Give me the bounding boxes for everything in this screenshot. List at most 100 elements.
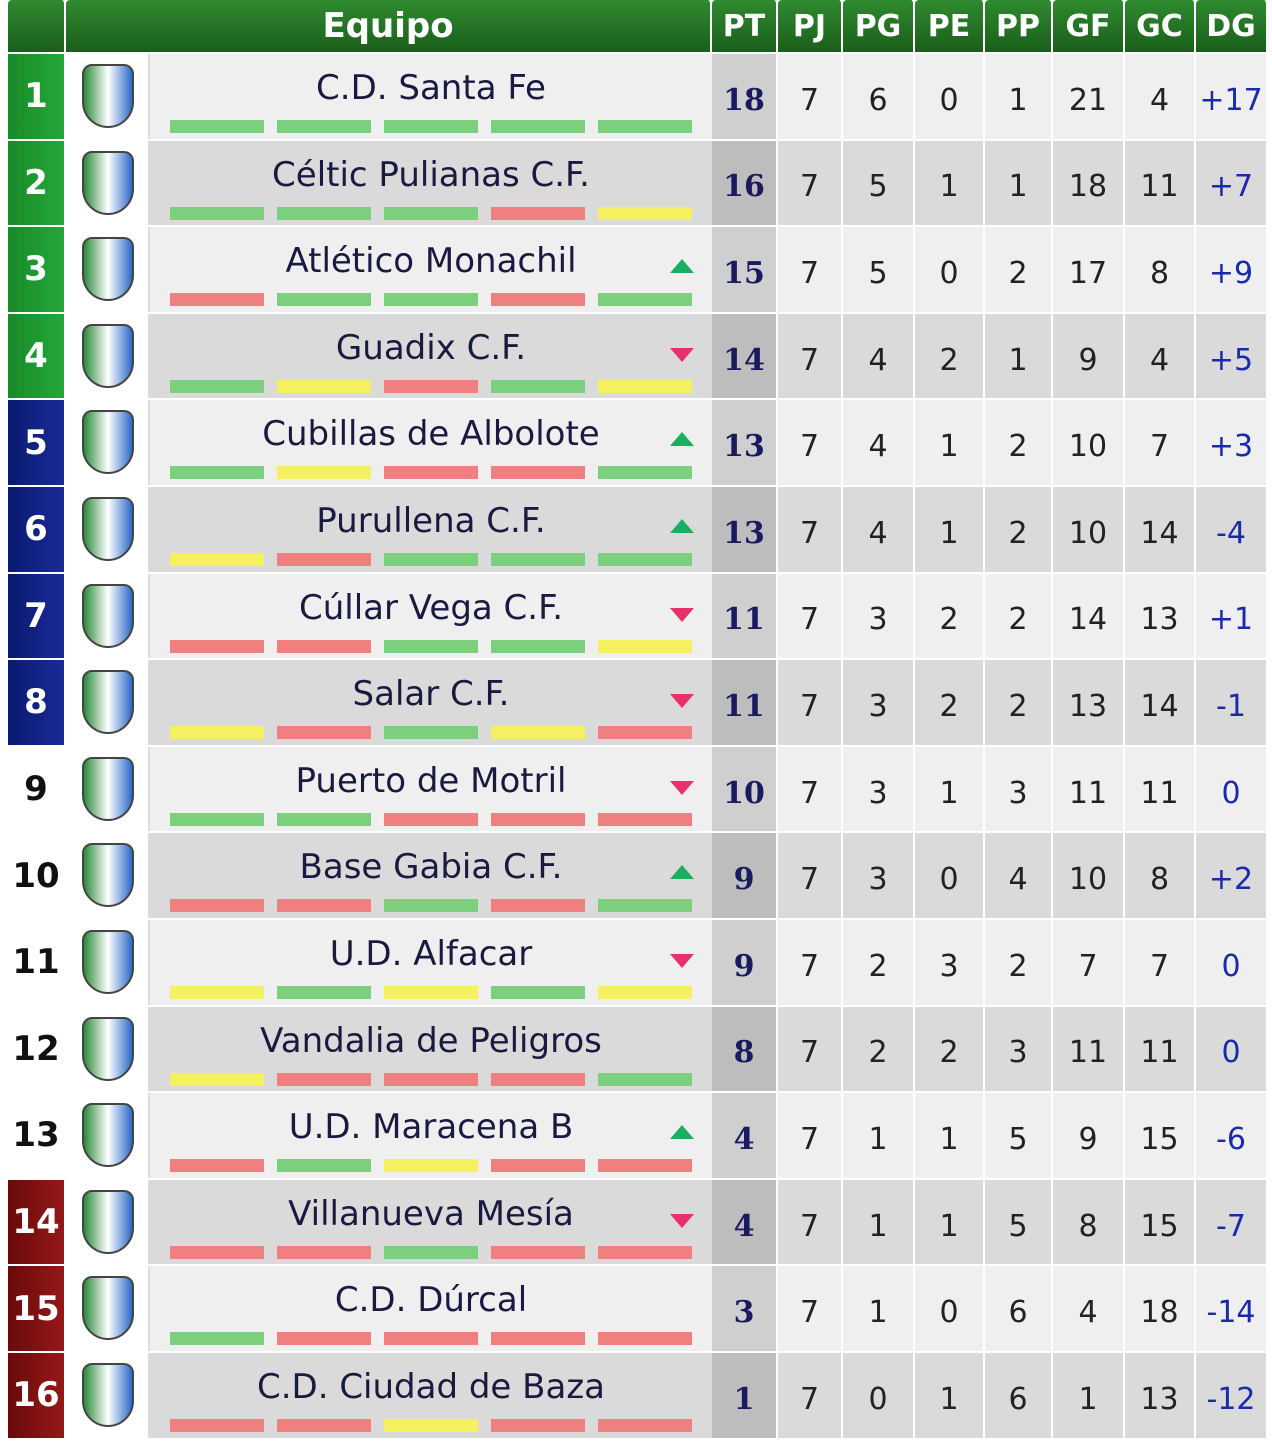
trend-arrow [670,1125,694,1140]
team-logo-cell [66,54,150,139]
trend-arrow [670,780,694,795]
position: 6 [8,487,66,572]
stat-gc: 14 [1125,660,1196,745]
team-logo-cell [66,400,150,485]
stat-pt: 4 [712,1093,778,1178]
position: 1 [8,54,66,139]
table-row: 11 U.D. Alfacar 9 7 2 3 2 7 7 0 [8,920,1268,1007]
form-bar [277,899,371,913]
stat-dg: -7 [1196,1179,1268,1265]
stat-pp: 3 [985,746,1053,832]
trend-arrow [670,1213,694,1228]
stat-pe: 0 [915,833,985,918]
team-logo [82,64,134,128]
form-bar [598,206,692,220]
form-bar [384,1159,478,1173]
stat-pg: 3 [843,833,915,918]
stat-gf: 10 [1053,400,1125,485]
stat-pe: 1 [915,746,985,832]
form-bar [598,726,692,740]
team-logo-cell [66,746,150,832]
position: 5 [8,400,66,485]
team-name: Villanueva Mesía [288,1193,574,1234]
stat-pe: 1 [915,400,985,485]
team-name: Atlético Monachil [285,241,577,282]
stat-gc: 7 [1125,400,1196,485]
position: 3 [8,227,66,312]
stat-pj: 7 [778,1179,843,1265]
form-bar [598,1332,692,1346]
stat-pe: 0 [915,1266,985,1351]
stat-pp: 2 [985,487,1053,572]
trend-arrow [670,347,694,362]
stat-gc: 13 [1125,573,1196,659]
form-bar [170,812,264,826]
form-bar [491,899,585,913]
position: 14 [8,1179,66,1265]
form-bar [384,206,478,220]
stat-dg: -14 [1196,1266,1268,1351]
form-bar [598,379,692,393]
stat-pe: 1 [915,140,985,226]
stat-gc: 11 [1125,1006,1196,1092]
team-logo-cell [66,1353,150,1438]
stat-pt: 18 [712,54,778,139]
table-row: 4 Guadix C.F. 14 7 4 2 1 9 4 +5 [8,313,1268,401]
team-logo [82,237,134,302]
stat-pe: 3 [915,920,985,1005]
stat-pg: 6 [843,54,915,139]
stat-gc: 4 [1125,54,1196,139]
form-bar [598,899,692,913]
form-bar [170,1072,264,1086]
team-logo [82,1103,134,1168]
form-bar [170,466,264,480]
stat-pe: 1 [915,1353,985,1438]
stat-pp: 2 [985,400,1053,485]
team-logo [82,670,134,735]
stat-gf: 11 [1053,746,1125,832]
table-row: 16 C.D. Ciudad de Baza 1 7 0 1 6 1 13 -12 [8,1353,1268,1440]
header-cell: PP [985,0,1053,52]
position: 16 [8,1353,66,1438]
stat-pp: 1 [985,54,1053,139]
form-bar [598,466,692,480]
trend-arrow [670,954,694,968]
stat-gf: 4 [1053,1266,1125,1351]
stat-gc: 15 [1125,1093,1196,1178]
table-row: 1 C.D. Santa Fe 18 7 6 0 1 21 4 +17 [8,54,1268,141]
header-cell: PE [915,0,985,52]
stat-pg: 2 [843,920,915,1005]
table-row: 15 C.D. Dúrcal 3 7 1 0 6 4 18 -14 [8,1266,1268,1353]
stat-gf: 14 [1053,573,1125,659]
stat-pp: 2 [985,920,1053,1005]
team-logo [82,1276,134,1341]
team-logo-cell [66,1093,150,1178]
stat-gc: 8 [1125,833,1196,918]
form-bar [170,293,264,307]
position: 8 [8,660,66,745]
stat-pj: 7 [778,1093,843,1178]
stat-pj: 7 [778,746,843,832]
team-logo-cell [66,487,150,572]
stat-pt: 11 [712,573,778,659]
team-name: Purullena C.F. [316,501,546,541]
form-bar [598,293,692,307]
stat-pp: 5 [985,1179,1053,1265]
stat-pg: 2 [843,1006,915,1092]
form-bar [491,639,585,653]
stat-gc: 11 [1125,140,1196,226]
team-name: Céltic Pulianas C.F. [272,154,590,195]
table-row: 9 Puerto de Motril 10 7 3 1 3 11 11 0 [8,746,1268,834]
stat-pj: 7 [778,1266,843,1351]
header-cell: DG [1196,0,1268,52]
form-bar [277,812,371,826]
form-bar [277,293,371,307]
stat-pt: 13 [712,487,778,572]
form-bar [384,466,478,480]
team-name: C.D. Santa Fe [316,68,546,108]
stat-pj: 7 [778,660,843,745]
stat-pt: 4 [712,1179,778,1265]
stat-dg: -1 [1196,660,1268,745]
team-name: Vandalia de Peligros [260,1020,602,1061]
stat-pp: 6 [985,1266,1053,1351]
